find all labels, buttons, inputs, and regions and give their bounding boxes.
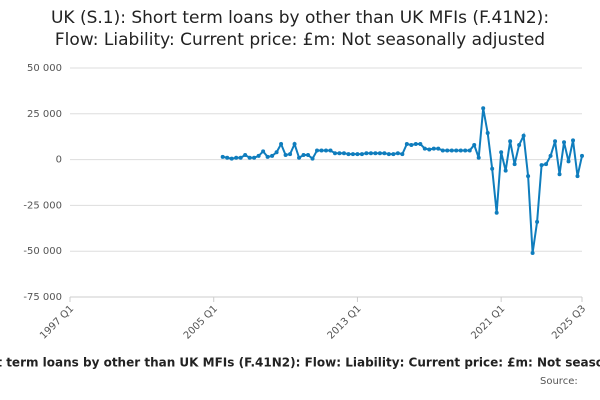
data-point [580, 153, 584, 158]
data-point [472, 142, 477, 147]
data-point [364, 151, 369, 156]
data-point [485, 131, 490, 136]
data-point [431, 146, 436, 151]
data-point [315, 148, 320, 153]
data-point [526, 174, 531, 179]
data-point [270, 153, 275, 158]
y-tick-label: 25 000 [27, 109, 62, 120]
data-point [252, 155, 257, 160]
data-point [310, 156, 315, 161]
data-point [288, 152, 293, 157]
data-point [279, 142, 284, 147]
data-point [283, 153, 288, 158]
data-point [499, 150, 504, 155]
y-tick-label: -25 000 [23, 200, 62, 211]
series-line [222, 108, 583, 254]
data-point [481, 106, 486, 111]
data-point [355, 152, 360, 157]
data-point [341, 151, 346, 156]
data-point [368, 151, 373, 156]
data-point [422, 146, 427, 151]
data-point [324, 148, 328, 153]
data-point [454, 148, 459, 153]
data-point [553, 139, 558, 144]
y-tick-label: -50 000 [23, 246, 62, 257]
data-point [566, 159, 571, 164]
data-point [386, 152, 391, 157]
data-point [418, 142, 423, 147]
data-point [490, 166, 495, 171]
x-tick-label: 2013 Q1 [326, 303, 364, 341]
data-point [261, 149, 266, 154]
data-point [494, 210, 499, 215]
data-point [346, 152, 351, 157]
data-point [350, 152, 355, 157]
data-point [512, 162, 517, 167]
y-tick-label: -75 000 [23, 292, 62, 303]
data-point [440, 148, 445, 153]
data-point [508, 139, 513, 144]
data-point [292, 142, 297, 147]
data-point [404, 142, 409, 147]
data-point [467, 148, 472, 153]
data-point [391, 152, 396, 157]
data-point [571, 138, 576, 143]
data-point [319, 148, 324, 153]
data-point [229, 156, 234, 161]
data-point [301, 153, 306, 158]
data-point [400, 152, 405, 157]
x-tick-label: 2025 Q3 [550, 303, 588, 341]
x-tick-label: 2005 Q1 [182, 303, 220, 341]
x-tick-label: 2021 Q1 [469, 303, 507, 341]
data-point [503, 168, 508, 173]
data-point [427, 147, 432, 152]
data-point [337, 151, 342, 156]
data-point [476, 155, 481, 160]
data-point [557, 172, 562, 177]
data-point [238, 155, 243, 160]
data-point [234, 155, 239, 160]
data-point [377, 151, 382, 156]
data-point [530, 251, 535, 256]
data-point [225, 155, 230, 160]
data-point [220, 154, 225, 159]
data-point [395, 151, 400, 156]
data-point [297, 155, 302, 160]
data-point [243, 153, 248, 158]
y-tick-label: 0 [56, 155, 62, 166]
x-tick-label: 1997 Q1 [38, 303, 76, 341]
data-point [332, 151, 337, 156]
data-point [413, 142, 418, 147]
source: Source: [540, 376, 578, 387]
data-point [256, 153, 261, 158]
data-point [521, 133, 526, 138]
data-point [265, 154, 270, 159]
data-point [409, 142, 414, 147]
data-point [562, 140, 567, 145]
data-point [539, 163, 544, 168]
data-point [436, 146, 441, 151]
data-point [247, 155, 252, 160]
data-point [535, 219, 540, 224]
data-point [306, 153, 311, 158]
data-point [373, 151, 378, 156]
data-point [445, 148, 450, 153]
chart-title: UK (S.1): Short term loans by other than… [51, 8, 549, 28]
data-point [517, 142, 522, 147]
y-tick-label: 50 000 [27, 63, 62, 74]
data-point [458, 148, 463, 153]
caption: UK (S.1): Short term loans by other than… [0, 356, 600, 370]
data-point [382, 151, 387, 156]
chart-title: Flow: Liability: Current price: £m: Not … [55, 30, 545, 50]
data-point [359, 152, 364, 157]
data-point [544, 162, 549, 167]
data-point [274, 150, 279, 155]
data-point [463, 148, 468, 153]
data-point [548, 153, 553, 158]
data-point [575, 174, 580, 179]
data-point [449, 148, 454, 153]
data-point [328, 148, 333, 153]
